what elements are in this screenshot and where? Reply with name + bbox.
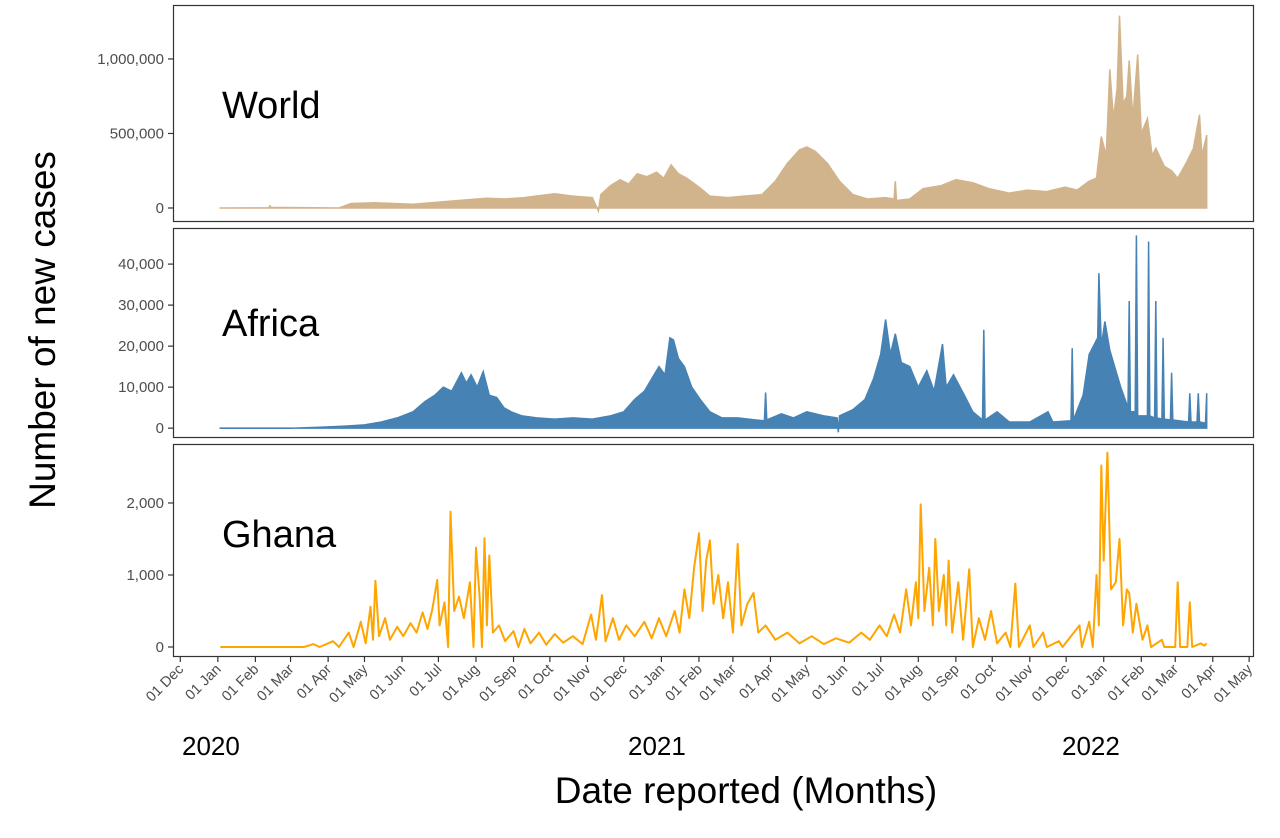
x-tick-label: 01 May bbox=[1211, 661, 1256, 706]
x-tick-label: 01 Jan bbox=[183, 662, 225, 704]
panel-ghana: 0 1,000 2,000 Ghana bbox=[126, 443, 1255, 658]
year-label-2020: 2020 bbox=[182, 731, 240, 761]
panels: 0 500,000 1,000,000 World 0 10,000 20,000 30,00… bbox=[97, 4, 1255, 658]
x-tick-label: 01 Jun bbox=[367, 662, 409, 704]
y-tick-label: 0 bbox=[156, 639, 164, 656]
series-area-world bbox=[219, 15, 1208, 214]
x-tick-label: 01 Feb bbox=[219, 662, 262, 705]
y-tick-label: 2,000 bbox=[126, 495, 164, 512]
x-axis-title: Date reported (Months) bbox=[555, 770, 938, 811]
year-label-2021: 2021 bbox=[628, 731, 686, 761]
series-line-ghana bbox=[220, 451, 1208, 648]
x-tick-label: 01 Mar bbox=[1139, 661, 1182, 704]
y-tick-label: 1,000 bbox=[126, 567, 164, 584]
series-area-africa bbox=[219, 235, 1208, 433]
panel-world: 0 500,000 1,000,000 World bbox=[97, 4, 1255, 223]
year-label-2022: 2022 bbox=[1062, 731, 1120, 761]
x-tick-label: 01 Sep bbox=[477, 662, 521, 706]
x-tick-label: 01 Jun bbox=[809, 662, 851, 704]
x-tick-label: 01 Aug bbox=[440, 662, 483, 705]
x-tick-label: 01 Sep bbox=[919, 662, 963, 706]
x-tick-label: 01 Dec bbox=[143, 662, 187, 706]
y-tick-label: 10,000 bbox=[118, 379, 164, 396]
x-tick-label: 01 May bbox=[769, 661, 814, 706]
panel-border bbox=[172, 227, 1255, 439]
x-tick-label: 01 Feb bbox=[663, 662, 706, 705]
y-tick-label: 20,000 bbox=[118, 338, 164, 355]
panel-label: World bbox=[222, 85, 321, 127]
y-tick-label: 500,000 bbox=[110, 125, 164, 142]
panel-label: Africa bbox=[222, 303, 320, 345]
y-tick-label: 1,000,000 bbox=[97, 51, 164, 68]
y-axis-title: Number of new cases bbox=[22, 151, 63, 509]
x-tick-label: 01 Jan bbox=[1068, 662, 1110, 704]
panel-label: Ghana bbox=[222, 514, 337, 556]
x-tick-label: 01 Mar bbox=[254, 661, 297, 704]
x-tick-label: 01 Oct bbox=[958, 662, 1000, 704]
panel-border bbox=[172, 4, 1255, 223]
y-tick-label: 30,000 bbox=[118, 297, 164, 314]
y-tick-label: 40,000 bbox=[118, 256, 164, 273]
y-tick-label: 0 bbox=[156, 420, 164, 437]
x-tick-label: 01 Nov bbox=[550, 661, 594, 705]
y-tick-label: 0 bbox=[156, 200, 164, 217]
panel-border bbox=[172, 443, 1255, 658]
x-tick-label: 01 Oct bbox=[515, 662, 557, 704]
x-tick-label: 01 Dec bbox=[587, 662, 631, 706]
x-tick-label: 01 Feb bbox=[1105, 662, 1148, 705]
x-tick-label: 01 Mar bbox=[696, 661, 739, 704]
x-tick-label: 01 Dec bbox=[1029, 662, 1073, 706]
x-tick-label: 01 Nov bbox=[993, 661, 1037, 705]
x-tick-label: 01 Jan bbox=[626, 662, 668, 704]
panel-africa: 0 10,000 20,000 30,000 40,000 Africa bbox=[118, 227, 1255, 439]
x-tick-label: 01 May bbox=[326, 661, 371, 706]
x-tick-label: 01 Aug bbox=[882, 662, 925, 705]
